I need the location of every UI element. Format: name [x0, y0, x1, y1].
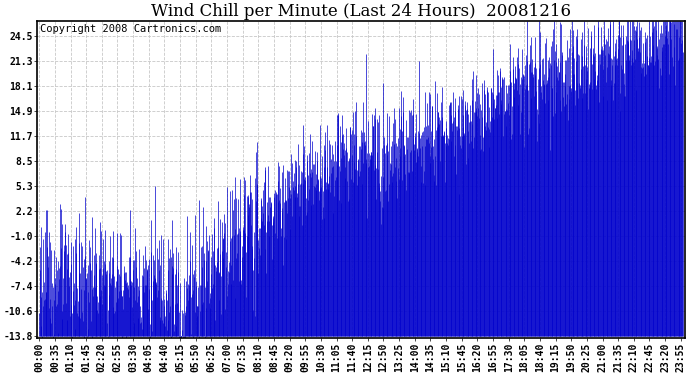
Text: Copyright 2008 Cartronics.com: Copyright 2008 Cartronics.com [40, 24, 221, 34]
Title: Wind Chill per Minute (Last 24 Hours)  20081216: Wind Chill per Minute (Last 24 Hours) 20… [151, 3, 571, 21]
